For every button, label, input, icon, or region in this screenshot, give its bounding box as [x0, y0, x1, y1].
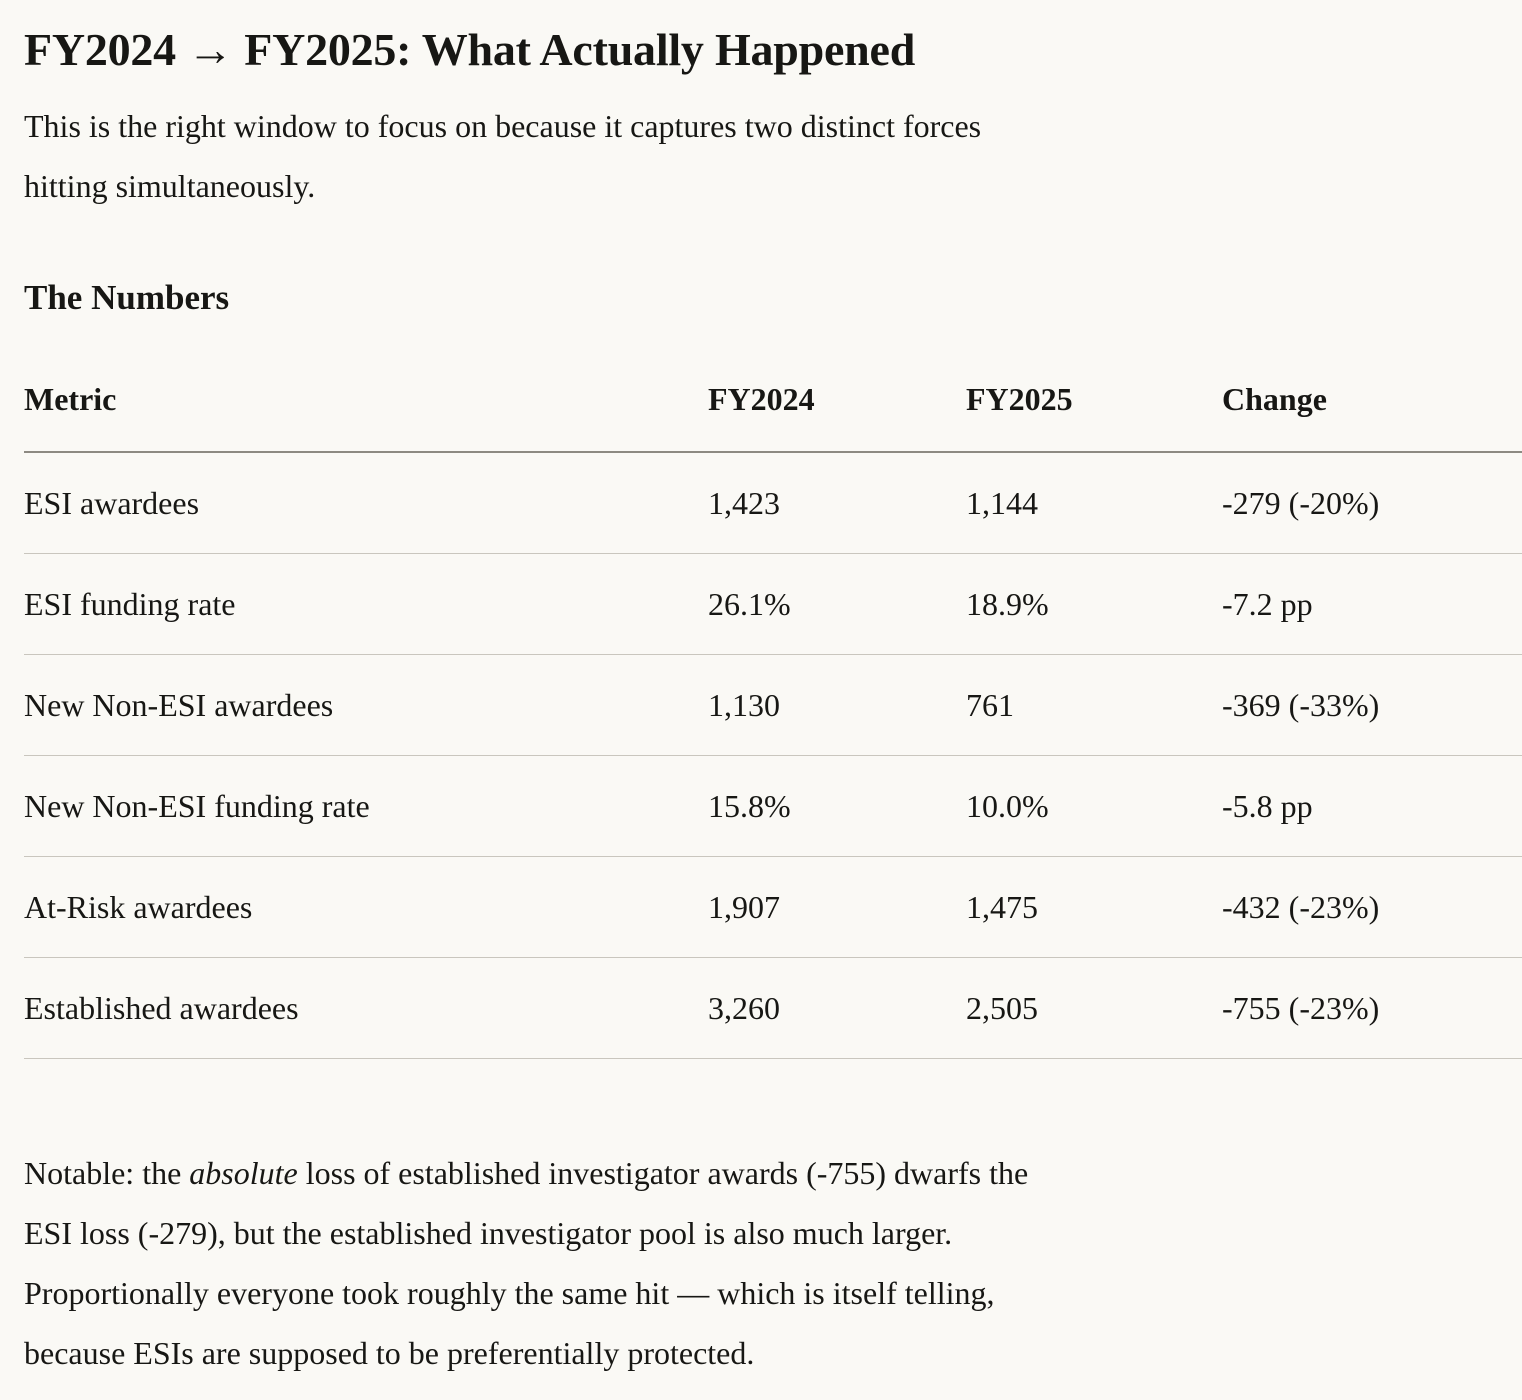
cell-fy2024: 1,907: [708, 856, 966, 958]
column-header-change: Change: [1222, 378, 1522, 453]
table-row: ESI awardees 1,423 1,144 -279 (-20%): [24, 452, 1522, 554]
column-header-metric: Metric: [24, 378, 708, 453]
cell-change: -755 (-23%): [1222, 957, 1522, 1059]
cell-change: -432 (-23%): [1222, 856, 1522, 958]
table-row: At-Risk awardees 1,907 1,475 -432 (-23%): [24, 856, 1522, 958]
numbers-table: Metric FY2024 FY2025 Change ESI awardees…: [24, 378, 1522, 1059]
note-text-suffix: loss of established investigator awards …: [24, 1155, 1029, 1371]
cell-change: -5.8 pp: [1222, 755, 1522, 857]
cell-fy2025: 2,505: [966, 957, 1222, 1059]
cell-change: -7.2 pp: [1222, 553, 1522, 655]
cell-metric: ESI awardees: [24, 452, 708, 554]
cell-change: -369 (-33%): [1222, 654, 1522, 756]
cell-fy2024: 1,423: [708, 452, 966, 554]
table-row: Established awardees 3,260 2,505 -755 (-…: [24, 957, 1522, 1059]
intro-paragraph: This is the right window to focus on bec…: [24, 108, 982, 204]
note-paragraph: Notable: the absolute loss of establishe…: [24, 1143, 1498, 1383]
cell-metric: New Non-ESI funding rate: [24, 755, 708, 857]
cell-change: -279 (-20%): [1222, 452, 1522, 554]
table-header-row: Metric FY2024 FY2025 Change: [24, 378, 1522, 453]
cell-fy2025: 1,475: [966, 856, 1222, 958]
column-header-fy2024: FY2024: [708, 378, 966, 453]
page-title: FY2024 → FY2025: What Actually Happened: [24, 24, 916, 75]
table-row: New Non-ESI awardees 1,130 761 -369 (-33…: [24, 654, 1522, 756]
note-text-prefix: Notable: the: [24, 1155, 190, 1191]
table-row: ESI funding rate 26.1% 18.9% -7.2 pp: [24, 553, 1522, 655]
cell-fy2024: 15.8%: [708, 755, 966, 857]
cell-fy2024: 3,260: [708, 957, 966, 1059]
cell-fy2025: 10.0%: [966, 755, 1222, 857]
table-row: New Non-ESI funding rate 15.8% 10.0% -5.…: [24, 755, 1522, 857]
cell-metric: New Non-ESI awardees: [24, 654, 708, 756]
cell-fy2024: 26.1%: [708, 553, 966, 655]
cell-metric: At-Risk awardees: [24, 856, 708, 958]
cell-fy2025: 761: [966, 654, 1222, 756]
note-text-italic: absolute: [189, 1155, 298, 1191]
cell-metric: Established awardees: [24, 957, 708, 1059]
cell-fy2024: 1,130: [708, 654, 966, 756]
cell-fy2025: 1,144: [966, 452, 1222, 554]
section-heading: The Numbers: [24, 278, 230, 317]
cell-metric: ESI funding rate: [24, 553, 708, 655]
column-header-fy2025: FY2025: [966, 378, 1222, 453]
cell-fy2025: 18.9%: [966, 553, 1222, 655]
